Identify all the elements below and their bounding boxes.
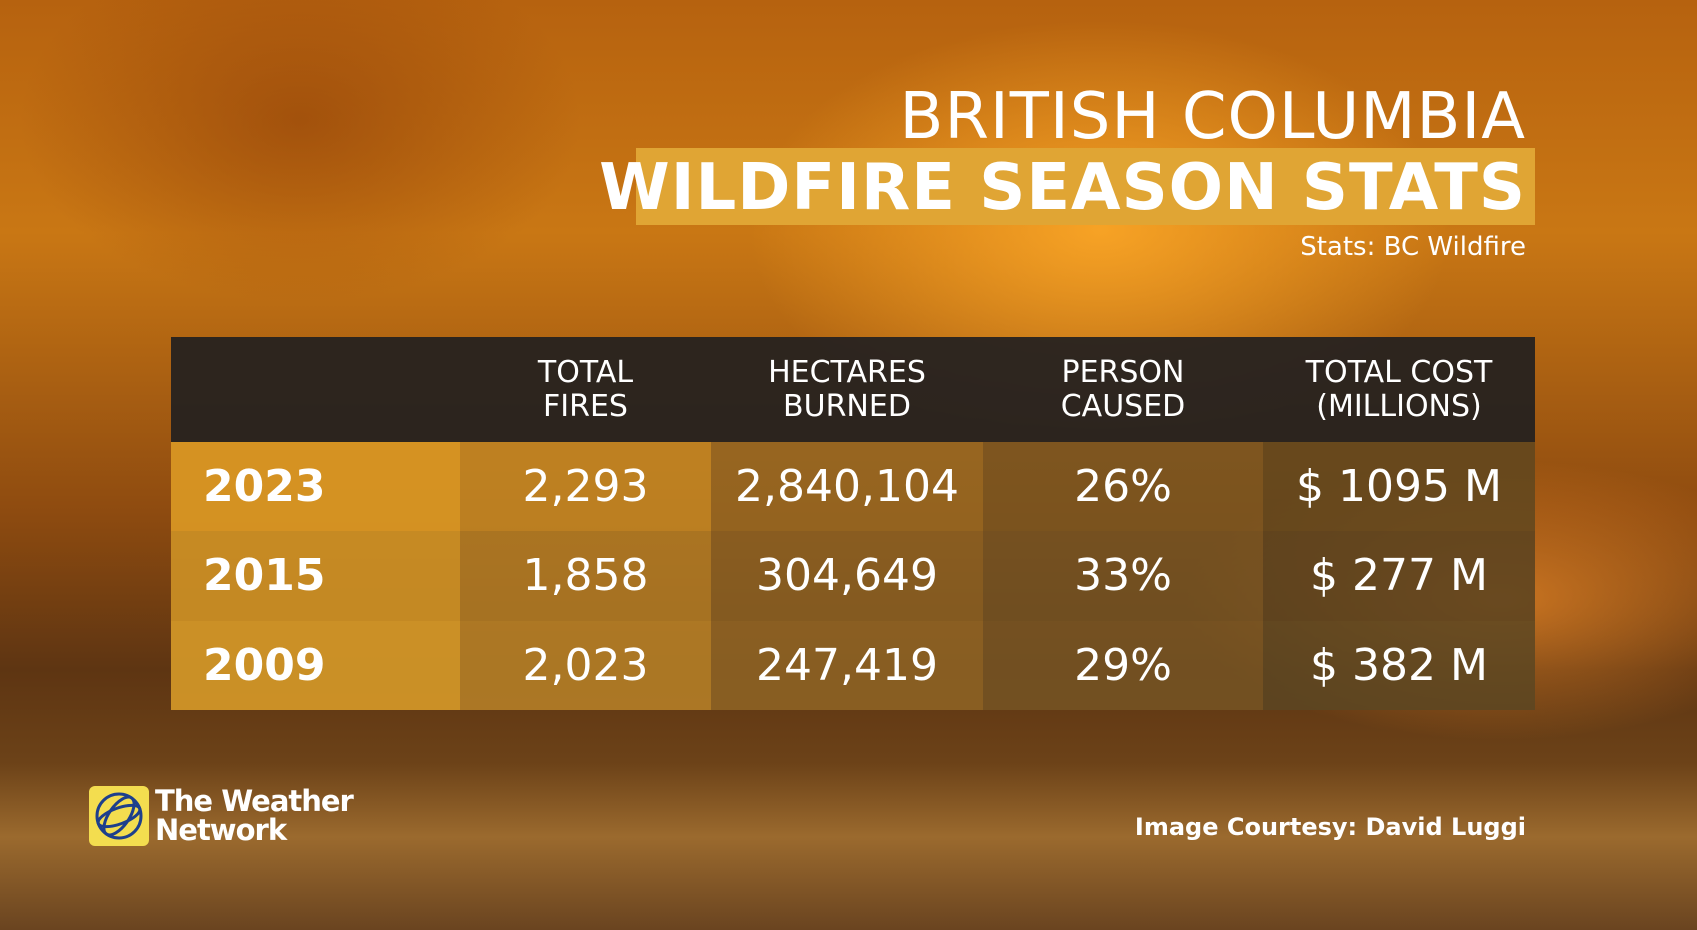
- table-cell: $ 277 M: [1263, 531, 1535, 621]
- header-line: CAUSED: [1060, 388, 1186, 424]
- logo-text: The Weather Network: [155, 784, 354, 847]
- column-header: HECTARES BURNED: [711, 337, 983, 442]
- table-cell: 2,840,104: [711, 442, 983, 532]
- header-line: BURNED: [783, 388, 911, 424]
- table-cell: 247,419: [711, 620, 983, 710]
- title-line2: WILDFIRE SEASON STATS: [599, 151, 1526, 225]
- table-cell: 33%: [983, 531, 1263, 621]
- column-header: TOTAL COST (MILLIONS): [1263, 337, 1535, 442]
- row-year: 2015: [171, 531, 460, 621]
- table-cell: 2,023: [460, 620, 711, 710]
- header-line: HECTARES: [768, 354, 926, 390]
- logo-line: Network: [155, 813, 287, 847]
- stats-table: TOTAL FIRES HECTARES BURNED PERSON CAUSED TOTA…: [171, 337, 1535, 710]
- row-year: 2023: [171, 442, 460, 532]
- header-line: FIRES: [543, 388, 628, 424]
- header-line: TOTAL COST: [1305, 354, 1493, 390]
- header-line: PERSON: [1061, 354, 1185, 390]
- header-line: (MILLIONS): [1316, 388, 1482, 424]
- column-header: PERSON CAUSED: [983, 337, 1263, 442]
- credit: Image Courtesy: David Luggi: [1134, 813, 1526, 841]
- table-cell: 2,293: [460, 442, 711, 532]
- row-year: 2009: [171, 620, 460, 710]
- table-cell: 29%: [983, 620, 1263, 710]
- title-highlight: [636, 148, 1535, 225]
- logo-icon: [89, 786, 149, 846]
- header-cell: [171, 337, 460, 442]
- title-line1: BRITISH COLUMBIA: [899, 80, 1526, 154]
- logo: The Weather Network: [89, 784, 354, 847]
- logo-line: The Weather: [155, 784, 354, 818]
- table-cell: $ 1095 M: [1263, 442, 1535, 532]
- table-cell: 1,858: [460, 531, 711, 621]
- table-cell: 304,649: [711, 531, 983, 621]
- source: Stats: BC Wildfire: [1300, 232, 1526, 262]
- column-header: TOTAL FIRES: [460, 337, 711, 442]
- table-cell: $ 382 M: [1263, 620, 1535, 710]
- table-cell: 26%: [983, 442, 1263, 532]
- header-line: TOTAL: [537, 354, 634, 390]
